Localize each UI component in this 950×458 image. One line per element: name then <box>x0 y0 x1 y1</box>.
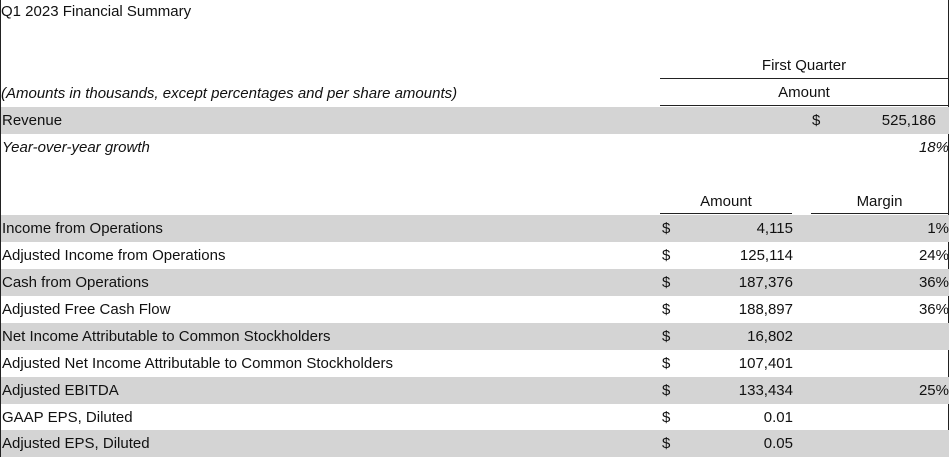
row-currency: $ <box>662 247 671 264</box>
row-label: Adjusted EPS, Diluted <box>2 435 150 452</box>
row-label: GAAP EPS, Diluted <box>2 409 133 426</box>
table-row: GAAP EPS, Diluted $ 0.01 <box>1 404 949 431</box>
revenue-row: Revenue $ 525,186 <box>1 107 949 134</box>
row-currency: $ <box>662 435 671 452</box>
row-margin: 36% <box>918 274 949 291</box>
amount-header-rule <box>660 105 949 106</box>
revenue-label: Revenue <box>2 112 63 129</box>
row-label: Adjusted Net Income Attributable to Comm… <box>2 355 394 372</box>
revenue-value: 525,186 <box>881 112 936 129</box>
row-amount: 133,434 <box>738 382 793 399</box>
revenue-currency: $ <box>812 112 821 129</box>
metrics-margin-rule <box>811 213 949 214</box>
row-amount: 188,897 <box>738 301 793 318</box>
table-row: Net Income Attributable to Common Stockh… <box>1 323 949 350</box>
table-row: Adjusted Income from Operations $ 125,11… <box>1 242 949 269</box>
row-label: Adjusted Free Cash Flow <box>2 301 171 318</box>
row-label: Adjusted EBITDA <box>2 382 119 399</box>
growth-label: Year-over-year growth <box>2 139 150 156</box>
page-title: Q1 2023 Financial Summary <box>1 3 192 20</box>
table-row: Income from Operations $ 4,115 1% <box>1 215 949 242</box>
row-amount: 4,115 <box>756 220 793 237</box>
table-row: Adjusted EPS, Diluted $ 0.05 <box>1 430 949 457</box>
growth-row: Year-over-year growth 18% <box>1 134 949 161</box>
row-currency: $ <box>662 274 671 291</box>
row-amount: 0.01 <box>763 409 793 426</box>
table-row: Adjusted Net Income Attributable to Comm… <box>1 350 949 377</box>
row-margin: 36% <box>918 301 949 318</box>
row-margin: 24% <box>918 247 949 264</box>
row-amount: 125,114 <box>739 247 793 264</box>
units-note: (Amounts in thousands, except percentage… <box>1 85 458 102</box>
row-currency: $ <box>662 328 671 345</box>
period-header: First Quarter <box>761 57 847 74</box>
row-margin: 1% <box>927 220 949 237</box>
row-label: Cash from Operations <box>2 274 149 291</box>
table-row: Adjusted EBITDA $ 133,434 25% <box>1 377 949 404</box>
row-label: Income from Operations <box>2 220 163 237</box>
row-margin: 25% <box>918 382 949 399</box>
period-header-rule <box>660 78 949 79</box>
row-currency: $ <box>662 382 671 399</box>
metrics-margin-header: Margin <box>856 193 903 210</box>
row-currency: $ <box>662 301 671 318</box>
row-amount: 187,376 <box>738 274 793 291</box>
table-row: Cash from Operations $ 187,376 36% <box>1 269 949 296</box>
metrics-amount-rule <box>660 213 792 214</box>
amount-header: Amount <box>778 84 830 101</box>
row-currency: $ <box>662 409 671 426</box>
row-amount: 16,802 <box>747 328 793 345</box>
row-amount: 107,401 <box>738 355 793 372</box>
table-row: Adjusted Free Cash Flow $ 188,897 36% <box>1 296 949 323</box>
row-currency: $ <box>662 355 671 372</box>
row-label: Net Income Attributable to Common Stockh… <box>2 328 331 345</box>
row-label: Adjusted Income from Operations <box>2 247 226 264</box>
row-amount: 0.05 <box>763 435 793 452</box>
row-currency: $ <box>662 220 671 237</box>
growth-value: 18% <box>918 139 949 156</box>
metrics-amount-header: Amount <box>700 193 752 210</box>
